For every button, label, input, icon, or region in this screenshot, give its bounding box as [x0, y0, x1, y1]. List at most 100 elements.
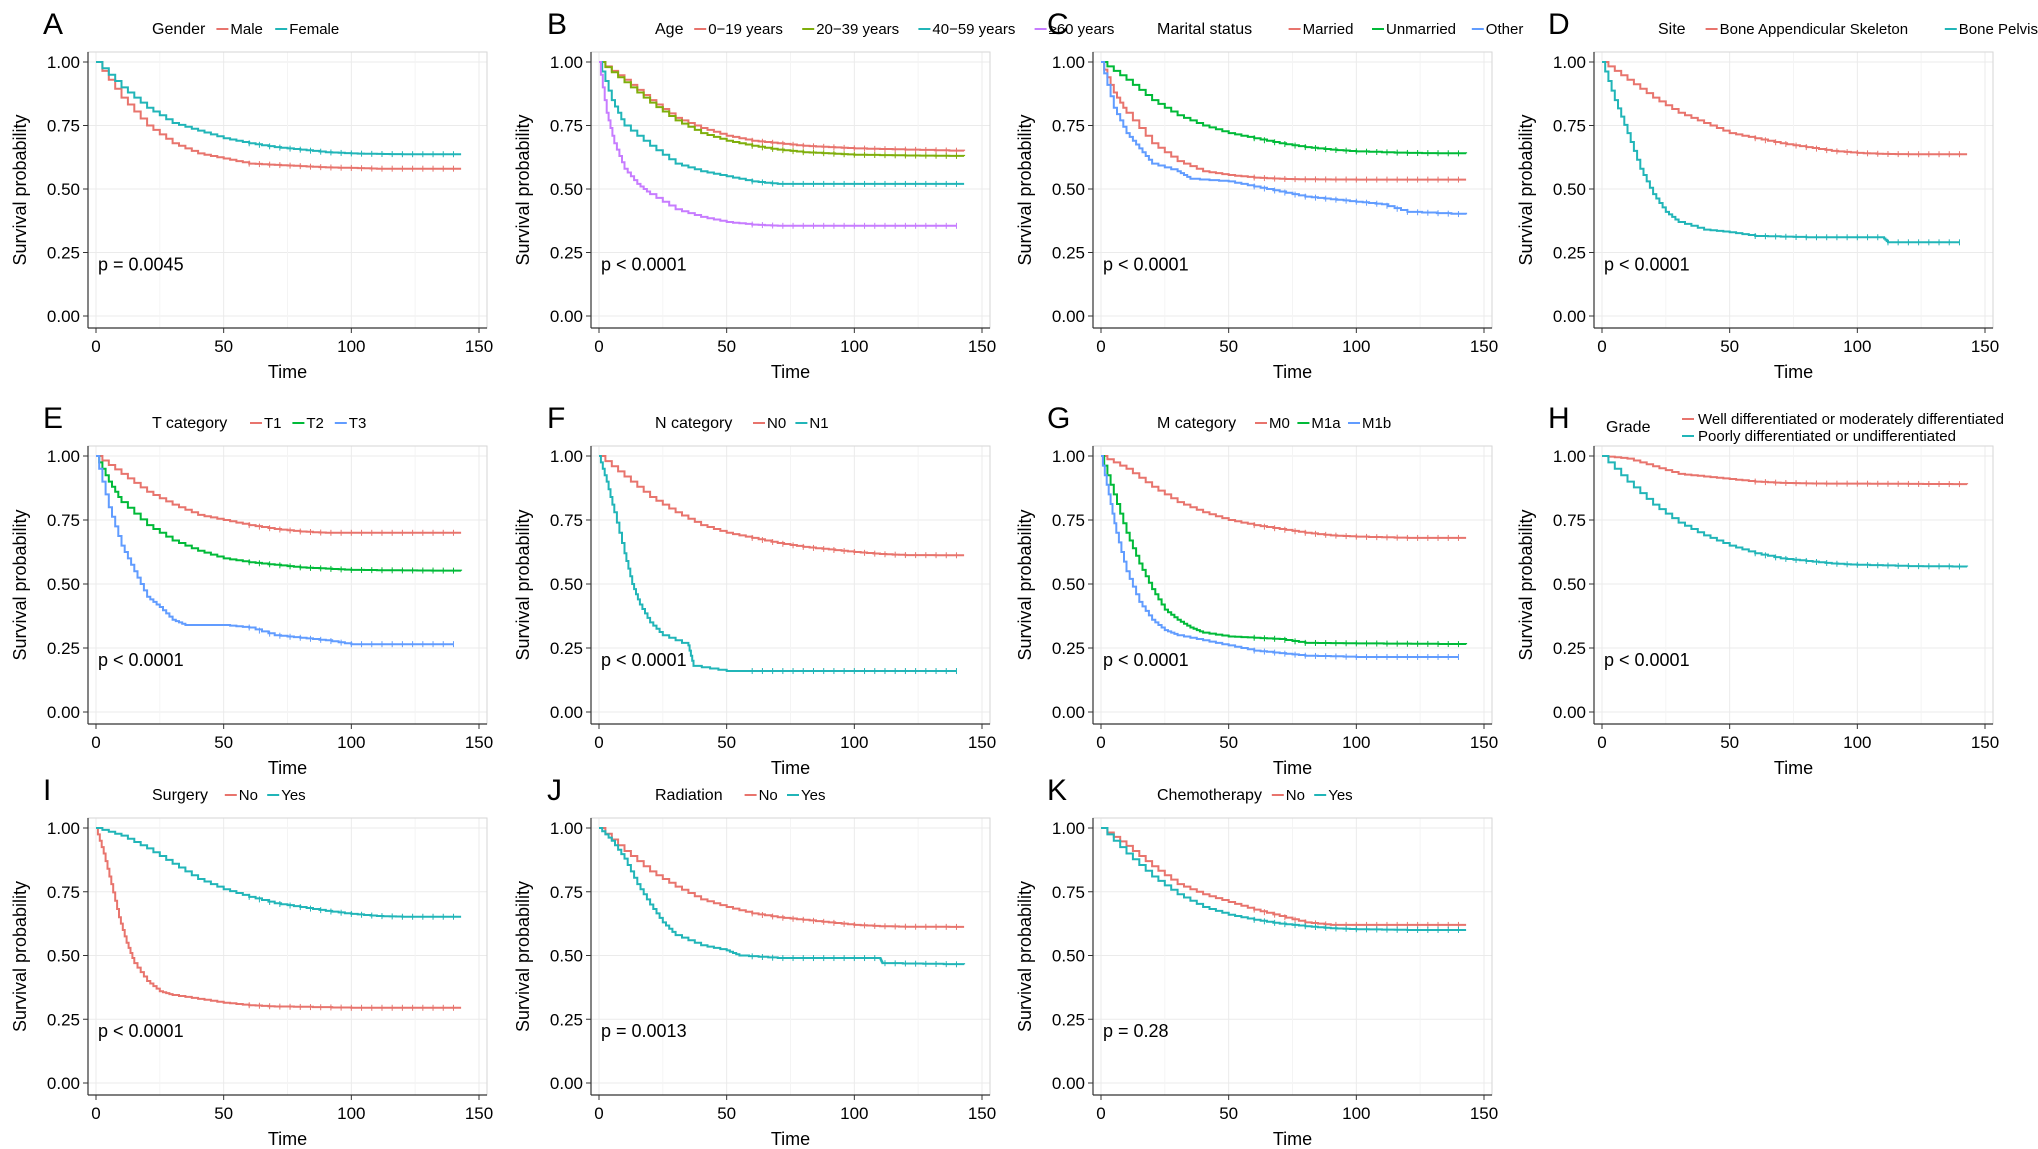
panel-f: F 0.00 0.25 0.50 0.75 1.00 0 50 100 150 Time Surviv… [513, 402, 996, 778]
y-axis-label: Survival probability [513, 881, 533, 1032]
y-tick-label: 0.75 [1553, 511, 1586, 530]
p-value: p = 0.0045 [98, 254, 184, 274]
y-tick-label: 0.75 [47, 117, 80, 136]
km-curve-n1 [599, 455, 957, 672]
censor-marks [1754, 478, 1960, 488]
x-tick-label: 50 [214, 337, 233, 356]
censor-marks [1253, 174, 1459, 183]
km-curve-20-39-years [599, 61, 966, 157]
legend-title: Age [655, 21, 684, 38]
y-tick-label: 0.00 [47, 307, 80, 326]
legend: Chemotherapy No Yes [1157, 787, 1353, 804]
km-curve-female [96, 61, 462, 156]
panel-letter: C [1047, 8, 1069, 41]
gridlines [88, 52, 487, 328]
y-tick-label: 1.00 [47, 819, 80, 838]
y-tick-label: 0.00 [550, 1074, 583, 1093]
censor-marks [1253, 916, 1459, 933]
legend-label: M1a [1311, 415, 1341, 432]
censor-marks [1253, 647, 1459, 660]
y-axis-label: Survival probability [513, 509, 533, 660]
x-tick-label: 100 [1843, 337, 1871, 356]
x-tick-label: 100 [337, 733, 365, 752]
legend-label: Married [1303, 21, 1354, 38]
legend-title: Gender [152, 21, 206, 38]
y-tick-label: 0.50 [1052, 180, 1085, 199]
km-curve-m1a [1101, 455, 1468, 645]
y-tick-label: 0.50 [47, 180, 80, 199]
censor-marks [751, 137, 957, 154]
y-tick-label: 0.00 [1052, 703, 1085, 722]
censor-marks [1754, 232, 1960, 246]
y-tick-label: 0.25 [550, 1010, 583, 1029]
km-curve-no [1101, 827, 1467, 926]
x-tick-label: 50 [1219, 733, 1238, 752]
x-tick-label: 0 [91, 337, 100, 356]
y-tick-label: 1.00 [550, 447, 583, 466]
x-tick-label: 0 [91, 733, 100, 752]
y-tick-label: 0.75 [1553, 117, 1586, 136]
y-tick-label: 0.75 [47, 883, 80, 902]
x-tick-label: 50 [717, 1104, 736, 1123]
panel-letter: I [43, 774, 51, 807]
x-tick-label: 150 [1470, 337, 1498, 356]
y-tick-label: 0.00 [550, 703, 583, 722]
p-value: p < 0.0001 [601, 650, 687, 670]
x-tick-label: 0 [1096, 337, 1105, 356]
y-tick-label: 0.75 [1052, 511, 1085, 530]
legend-label: Female [289, 21, 339, 38]
legend-label: Yes [1328, 787, 1352, 804]
x-tick-label: 150 [1971, 733, 1999, 752]
km-curve-unmarried [1101, 61, 1468, 155]
legend-label: T3 [349, 415, 367, 432]
x-tick-label: 50 [1720, 337, 1739, 356]
censor-marks [248, 559, 454, 574]
censor-marks [248, 1002, 454, 1011]
x-tick-label: 0 [1096, 733, 1105, 752]
y-tick-label: 0.00 [1553, 307, 1586, 326]
x-tick-label: 50 [214, 1104, 233, 1123]
y-axis-label: Survival probability [10, 114, 30, 265]
legend: Surgery No Yes [152, 787, 306, 804]
legend-title: Radiation [655, 787, 723, 804]
x-tick-label: 50 [717, 337, 736, 356]
censor-marks [1253, 634, 1459, 648]
km-curve-t3 [96, 455, 454, 646]
censor-marks [1754, 135, 1960, 158]
y-axis-label: Survival probability [10, 509, 30, 660]
y-tick-label: 0.75 [1052, 883, 1085, 902]
panel-d: D 0.00 0.25 0.50 0.75 1.00 0 50 100 150 Time Surviv… [1516, 8, 2038, 382]
legend-label: Well differentiated or moderately differ… [1698, 411, 2004, 428]
km-curve--60-years [599, 61, 957, 227]
x-axis-label: Time [268, 758, 307, 778]
legend: Gender Male Female [152, 21, 339, 38]
legend: Age 0−19 years 20−39 years 40−59 years ≥60 y… [655, 21, 1114, 38]
x-tick-label: 150 [968, 1104, 996, 1123]
panel-letter: A [43, 8, 63, 41]
y-tick-label: 1.00 [550, 819, 583, 838]
x-axis-label: Time [771, 1129, 810, 1149]
legend-title: Site [1658, 21, 1686, 38]
x-axis-label: Time [771, 758, 810, 778]
y-tick-label: 0.25 [47, 244, 80, 263]
gridlines [1093, 818, 1492, 1095]
x-tick-label: 150 [1971, 337, 1999, 356]
km-curve-m0 [1101, 455, 1467, 539]
legend: Radiation No Yes [655, 787, 825, 804]
x-tick-label: 150 [1470, 1104, 1498, 1123]
y-tick-label: 0.75 [47, 511, 80, 530]
x-axis-label: Time [268, 362, 307, 382]
legend-label: M0 [1269, 415, 1290, 432]
censor-marks [1754, 550, 1960, 570]
y-tick-label: 0.25 [1052, 639, 1085, 658]
km-curve-poorly-differentiated-or-undifferentiated [1602, 455, 1969, 568]
x-tick-label: 100 [840, 733, 868, 752]
x-axis-label: Time [1273, 362, 1312, 382]
panel-letter: G [1047, 402, 1070, 435]
x-axis-label: Time [1774, 758, 1813, 778]
y-tick-label: 0.50 [550, 947, 583, 966]
y-tick-label: 0.50 [1553, 575, 1586, 594]
legend-title: Chemotherapy [1157, 787, 1262, 804]
p-value: p < 0.0001 [1604, 254, 1690, 274]
km-curve-yes [599, 827, 966, 966]
